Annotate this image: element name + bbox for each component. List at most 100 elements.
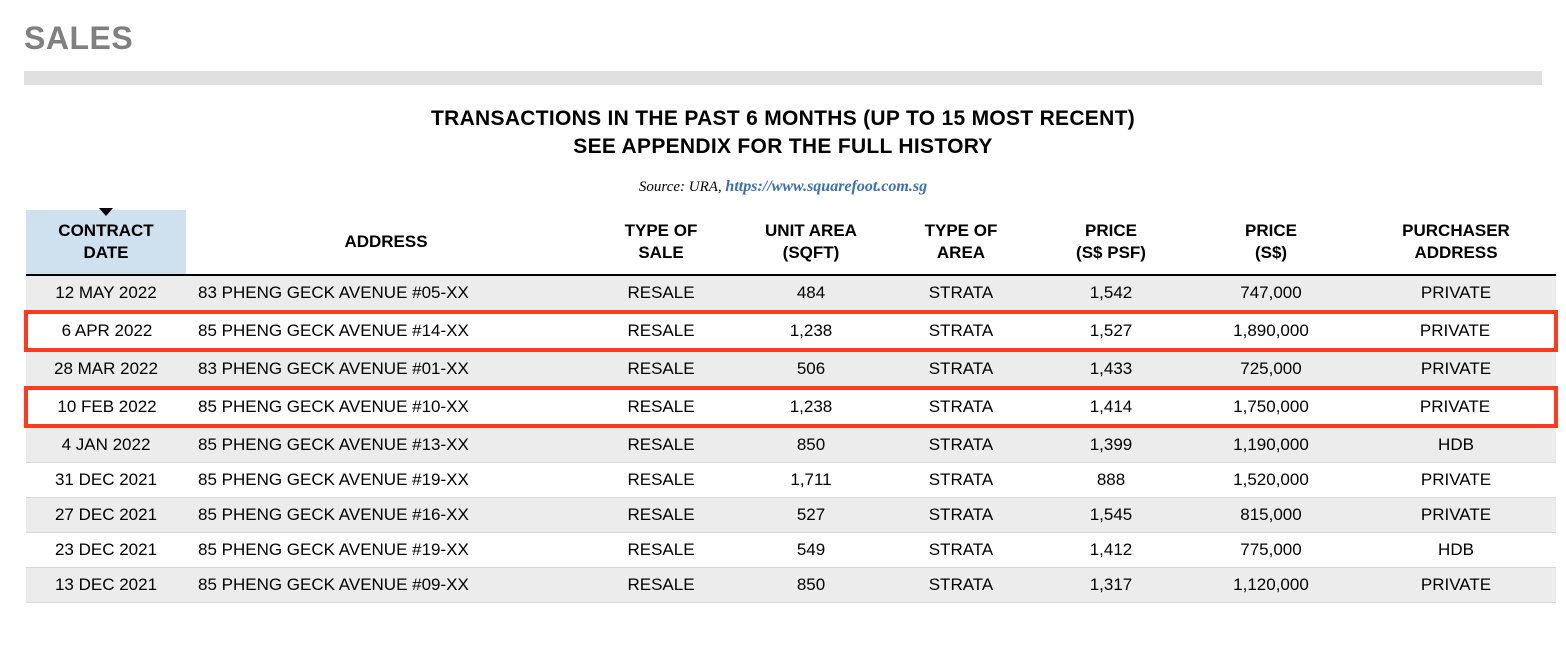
column-header-type_of_area[interactable]: TYPE OFAREA: [886, 210, 1036, 275]
cell-purchaser_address: HDB: [1356, 532, 1556, 567]
column-header-label: (SQFT): [742, 242, 880, 264]
cell-price_total: 1,520,000: [1186, 462, 1356, 497]
table-row: 23 DEC 202185 PHENG GECK AVENUE #19-XXRE…: [26, 532, 1556, 567]
cell-address: 83 PHENG GECK AVENUE #01-XX: [186, 350, 586, 388]
sort-descending-icon: [99, 208, 113, 216]
cell-price_total: 1,190,000: [1186, 426, 1356, 463]
cell-address: 85 PHENG GECK AVENUE #19-XX: [186, 462, 586, 497]
cell-purchaser_address: PRIVATE: [1356, 388, 1556, 426]
column-header-label: CONTRACT: [32, 220, 180, 242]
cell-purchaser_address: PRIVATE: [1356, 350, 1556, 388]
cell-unit_area_sqft: 527: [736, 497, 886, 532]
column-header-label: TYPE OF: [892, 220, 1030, 242]
column-header-label: ADDRESS: [1362, 242, 1550, 264]
cell-address: 85 PHENG GECK AVENUE #14-XX: [186, 312, 586, 350]
cell-contract_date: 23 DEC 2021: [26, 532, 186, 567]
cell-unit_area_sqft: 850: [736, 567, 886, 602]
cell-type_of_sale: RESALE: [586, 275, 736, 312]
cell-type_of_area: STRATA: [886, 350, 1036, 388]
column-header-address[interactable]: ADDRESS: [186, 210, 586, 275]
column-header-unit_area_sqft[interactable]: UNIT AREA(SQFT): [736, 210, 886, 275]
cell-price_total: 775,000: [1186, 532, 1356, 567]
column-header-label: PRICE: [1192, 220, 1350, 242]
cell-contract_date: 27 DEC 2021: [26, 497, 186, 532]
source-line: Source: URA, https://www.squarefoot.com.…: [24, 178, 1542, 196]
cell-type_of_area: STRATA: [886, 312, 1036, 350]
column-header-price_total[interactable]: PRICE(S$): [1186, 210, 1356, 275]
cell-price_total: 725,000: [1186, 350, 1356, 388]
subtitle-block: TRANSACTIONS IN THE PAST 6 MONTHS (UP TO…: [24, 105, 1542, 162]
cell-type_of_sale: RESALE: [586, 426, 736, 463]
cell-price_total: 747,000: [1186, 275, 1356, 312]
cell-type_of_sale: RESALE: [586, 462, 736, 497]
cell-contract_date: 28 MAR 2022: [26, 350, 186, 388]
cell-price_psf: 888: [1036, 462, 1186, 497]
column-header-purchaser_address[interactable]: PURCHASERADDRESS: [1356, 210, 1556, 275]
cell-contract_date: 10 FEB 2022: [26, 388, 186, 426]
cell-type_of_sale: RESALE: [586, 567, 736, 602]
cell-type_of_sale: RESALE: [586, 350, 736, 388]
cell-price_psf: 1,412: [1036, 532, 1186, 567]
table-header: CONTRACTDATEADDRESSTYPE OFSALEUNIT AREA(…: [26, 210, 1556, 275]
cell-address: 85 PHENG GECK AVENUE #19-XX: [186, 532, 586, 567]
transactions-table: CONTRACTDATEADDRESSTYPE OFSALEUNIT AREA(…: [24, 210, 1558, 603]
cell-purchaser_address: PRIVATE: [1356, 497, 1556, 532]
table-row: 12 MAY 202283 PHENG GECK AVENUE #05-XXRE…: [26, 275, 1556, 312]
cell-type_of_sale: RESALE: [586, 388, 736, 426]
cell-price_psf: 1,527: [1036, 312, 1186, 350]
column-header-label: (S$): [1192, 242, 1350, 264]
cell-price_total: 815,000: [1186, 497, 1356, 532]
cell-type_of_sale: RESALE: [586, 312, 736, 350]
cell-purchaser_address: PRIVATE: [1356, 567, 1556, 602]
column-header-label: ADDRESS: [192, 231, 580, 253]
cell-price_psf: 1,317: [1036, 567, 1186, 602]
source-label: Source: URA,: [639, 179, 726, 195]
cell-unit_area_sqft: 1,238: [736, 312, 886, 350]
cell-price_psf: 1,433: [1036, 350, 1186, 388]
cell-address: 85 PHENG GECK AVENUE #09-XX: [186, 567, 586, 602]
table-row: 28 MAR 202283 PHENG GECK AVENUE #01-XXRE…: [26, 350, 1556, 388]
cell-unit_area_sqft: 1,238: [736, 388, 886, 426]
table-row: 31 DEC 202185 PHENG GECK AVENUE #19-XXRE…: [26, 462, 1556, 497]
column-header-price_psf[interactable]: PRICE(S$ PSF): [1036, 210, 1186, 275]
cell-price_psf: 1,414: [1036, 388, 1186, 426]
cell-contract_date: 31 DEC 2021: [26, 462, 186, 497]
table-row: 10 FEB 202285 PHENG GECK AVENUE #10-XXRE…: [26, 388, 1556, 426]
column-header-label: PRICE: [1042, 220, 1180, 242]
cell-type_of_area: STRATA: [886, 567, 1036, 602]
cell-type_of_area: STRATA: [886, 388, 1036, 426]
cell-purchaser_address: PRIVATE: [1356, 312, 1556, 350]
cell-price_total: 1,120,000: [1186, 567, 1356, 602]
column-header-label: PURCHASER: [1362, 220, 1550, 242]
cell-type_of_area: STRATA: [886, 532, 1036, 567]
cell-type_of_area: STRATA: [886, 275, 1036, 312]
cell-unit_area_sqft: 1,711: [736, 462, 886, 497]
section-title: SALES: [24, 20, 1542, 57]
cell-type_of_area: STRATA: [886, 497, 1036, 532]
divider-bar: [24, 71, 1542, 85]
cell-contract_date: 12 MAY 2022: [26, 275, 186, 312]
cell-price_psf: 1,545: [1036, 497, 1186, 532]
table-row: 13 DEC 202185 PHENG GECK AVENUE #09-XXRE…: [26, 567, 1556, 602]
cell-address: 85 PHENG GECK AVENUE #16-XX: [186, 497, 586, 532]
cell-purchaser_address: HDB: [1356, 426, 1556, 463]
cell-unit_area_sqft: 549: [736, 532, 886, 567]
cell-type_of_sale: RESALE: [586, 532, 736, 567]
column-header-type_of_sale[interactable]: TYPE OFSALE: [586, 210, 736, 275]
cell-unit_area_sqft: 484: [736, 275, 886, 312]
cell-type_of_area: STRATA: [886, 462, 1036, 497]
column-header-label: SALE: [592, 242, 730, 264]
cell-address: 85 PHENG GECK AVENUE #13-XX: [186, 426, 586, 463]
table-row: 27 DEC 202185 PHENG GECK AVENUE #16-XXRE…: [26, 497, 1556, 532]
column-header-label: TYPE OF: [592, 220, 730, 242]
subtitle-line-2: SEE APPENDIX FOR THE FULL HISTORY: [24, 133, 1542, 161]
cell-type_of_sale: RESALE: [586, 497, 736, 532]
cell-contract_date: 6 APR 2022: [26, 312, 186, 350]
cell-contract_date: 13 DEC 2021: [26, 567, 186, 602]
column-header-contract_date[interactable]: CONTRACTDATE: [26, 210, 186, 275]
table-row: 4 JAN 202285 PHENG GECK AVENUE #13-XXRES…: [26, 426, 1556, 463]
cell-type_of_area: STRATA: [886, 426, 1036, 463]
column-header-label: (S$ PSF): [1042, 242, 1180, 264]
source-link[interactable]: https://www.squarefoot.com.sg: [725, 178, 927, 195]
column-header-label: DATE: [32, 242, 180, 264]
